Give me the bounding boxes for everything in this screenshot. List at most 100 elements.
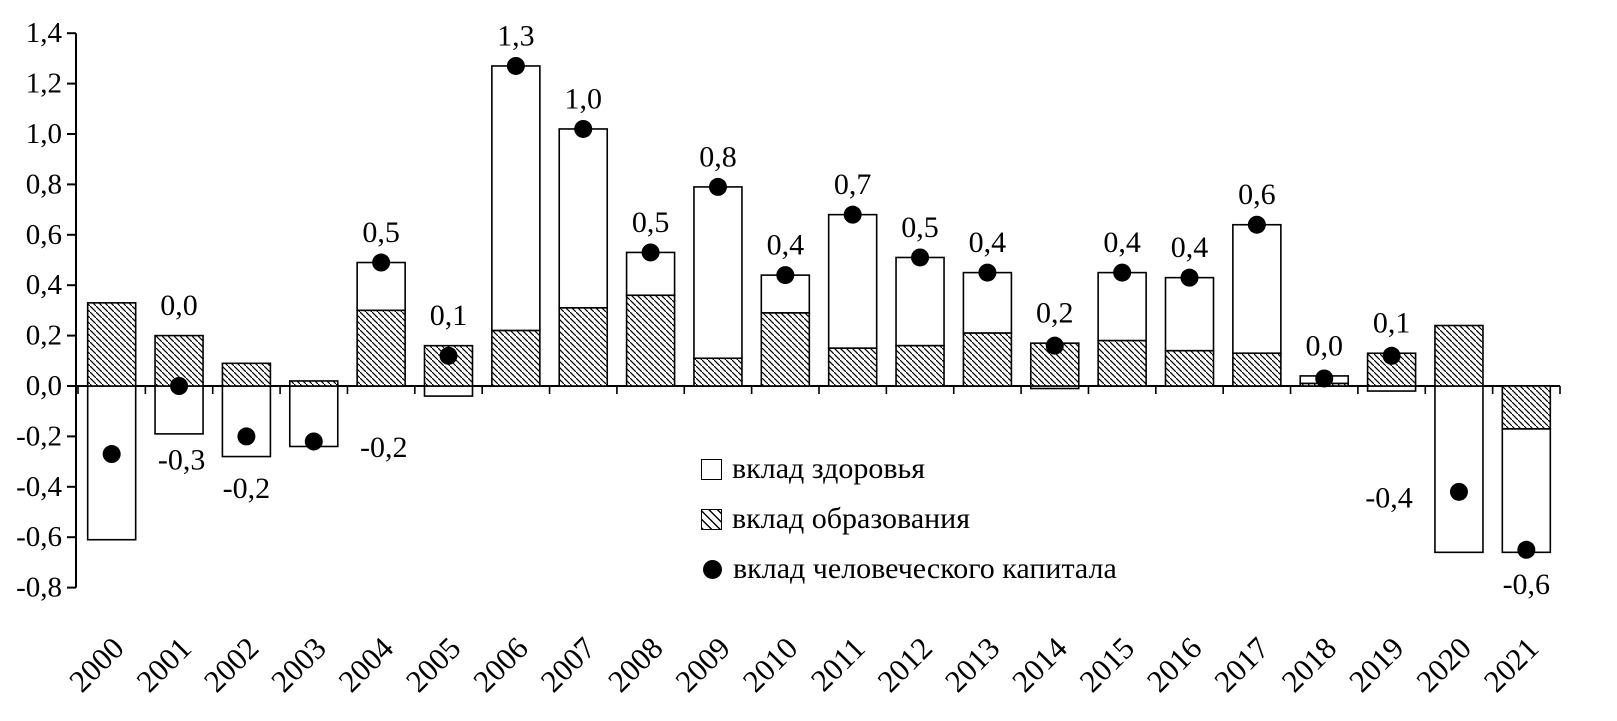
bar-segment-health	[1164, 276, 1215, 352]
bar-segment-education	[625, 294, 676, 387]
bar-segment-education	[558, 307, 609, 387]
point-label: 0,2	[1036, 297, 1074, 330]
dot-marker-human-capital	[304, 432, 323, 451]
dot-marker-human-capital	[1315, 369, 1334, 388]
x-axis-label: 2020	[1409, 630, 1478, 699]
legend-item-human-capital: вклад человеческого капитала	[701, 544, 1117, 594]
bar-segment-health	[221, 385, 272, 458]
bar-segment-health	[1097, 271, 1147, 342]
x-axis-label: 2004	[331, 630, 400, 699]
x-axis-label: 2009	[668, 630, 737, 699]
point-label: 0,8	[699, 140, 737, 173]
bar-segment-education	[895, 344, 945, 387]
x-axis-label: 2015	[1072, 630, 1141, 699]
bar-segment-education	[962, 332, 1013, 387]
point-label: -0,3	[158, 444, 206, 477]
point-label: 0,4	[1103, 226, 1141, 259]
dot-marker-human-capital	[911, 248, 930, 267]
bar-segment-education	[693, 357, 743, 387]
point-label: 0,0	[160, 289, 198, 322]
x-axis-label: 2001	[129, 630, 198, 699]
legend-label-human-capital: вклад человеческого капитала	[733, 552, 1117, 585]
dot-marker-human-capital	[237, 427, 256, 446]
point-label: 0,0	[1305, 329, 1343, 362]
white-square-marker-icon	[701, 458, 722, 480]
bar-segment-education	[86, 302, 137, 387]
bar-segment-health	[962, 271, 1013, 334]
x-axis-label: 2006	[466, 630, 535, 699]
point-label: 0,5	[632, 206, 670, 239]
x-axis-label: 2014	[1005, 630, 1074, 699]
bar-segment-education	[491, 329, 541, 387]
dot-marker-human-capital	[641, 243, 660, 262]
hatched-square-marker-icon	[701, 508, 722, 530]
point-label: 0,1	[430, 299, 468, 332]
dot-marker-human-capital	[102, 445, 121, 464]
bar-segment-health	[1434, 385, 1484, 554]
x-axis-label: 2016	[1140, 630, 1209, 699]
dot-marker-human-capital	[1382, 346, 1401, 365]
point-label: -0,2	[223, 472, 271, 505]
y-axis-tick-label: -0,6	[16, 521, 62, 553]
point-label: 0,6	[1238, 178, 1276, 211]
point-label: 1,0	[564, 82, 602, 115]
dot-marker-human-capital	[776, 266, 795, 285]
point-label: 0,4	[1171, 231, 1209, 264]
bar-segment-health	[491, 65, 541, 332]
y-axis-tick-label: 1,2	[26, 68, 62, 100]
bar-segment-health	[827, 213, 878, 349]
legend-label-education: вклад образования	[732, 502, 971, 535]
dot-marker-human-capital	[978, 263, 997, 282]
y-axis-tick-label: -0,4	[16, 471, 62, 503]
point-label: 0,4	[767, 229, 805, 262]
y-axis-tick-label: -0,8	[16, 572, 62, 604]
legend-label-health: вклад здоровья	[732, 452, 926, 485]
dot-marker-human-capital	[170, 377, 189, 395]
x-axis-label: 2017	[1207, 630, 1276, 699]
point-label: 0,7	[834, 168, 872, 201]
y-axis-tick-label: 0,4	[26, 269, 63, 301]
legend-item-education: вклад образования	[701, 494, 1117, 544]
dot-marker-human-capital	[506, 56, 525, 75]
x-axis-label: 2011	[804, 630, 872, 698]
bar-segment-education	[1164, 349, 1215, 387]
x-axis-label: 2019	[1342, 630, 1411, 699]
y-axis-tick-label: 1,4	[26, 17, 63, 49]
dot-marker-human-capital	[708, 177, 727, 196]
point-label: 0,1	[1373, 307, 1411, 340]
x-axis-label: 2005	[399, 630, 468, 699]
x-axis-label: 2000	[62, 630, 131, 699]
dot-marker-human-capital	[1113, 263, 1132, 282]
bar-segment-health	[693, 186, 743, 360]
dot-marker-human-capital	[1045, 336, 1064, 355]
dot-marker-human-capital	[1180, 268, 1199, 287]
x-axis-label: 2010	[736, 630, 805, 699]
bar-segment-education	[356, 309, 406, 387]
dot-marker-human-capital	[1517, 540, 1536, 559]
bar-segment-health	[1232, 223, 1282, 355]
dot-marker-human-capital	[1449, 482, 1468, 501]
y-axis-tick-label: 0,2	[26, 320, 62, 352]
bar-segment-health	[895, 256, 945, 347]
dot-marker-human-capital	[843, 205, 862, 224]
point-label: 0,5	[362, 216, 400, 249]
dot-marker-human-capital	[372, 253, 391, 272]
bar-segment-education	[1232, 352, 1282, 387]
legend-item-health: вклад здоровья	[701, 444, 1117, 494]
y-axis-tick-label: 0,0	[26, 370, 62, 402]
point-label: 0,4	[969, 226, 1007, 259]
bar-segment-health	[423, 385, 474, 397]
x-axis-label: 2013	[938, 630, 1007, 699]
bar-segment-education	[221, 362, 272, 387]
bar-segment-education	[1097, 339, 1147, 387]
dot-marker-human-capital	[574, 119, 593, 138]
x-axis-label: 2008	[601, 630, 670, 699]
x-axis-label: 2003	[264, 630, 333, 699]
x-axis-label: 2002	[197, 630, 266, 699]
bar-segment-education	[760, 312, 811, 387]
point-label: -0,6	[1503, 568, 1551, 601]
point-label: -0,2	[360, 431, 408, 464]
bar-segment-health	[1501, 428, 1552, 554]
bar-segment-education	[1501, 385, 1552, 430]
y-axis-tick-label: 0,8	[26, 168, 62, 200]
